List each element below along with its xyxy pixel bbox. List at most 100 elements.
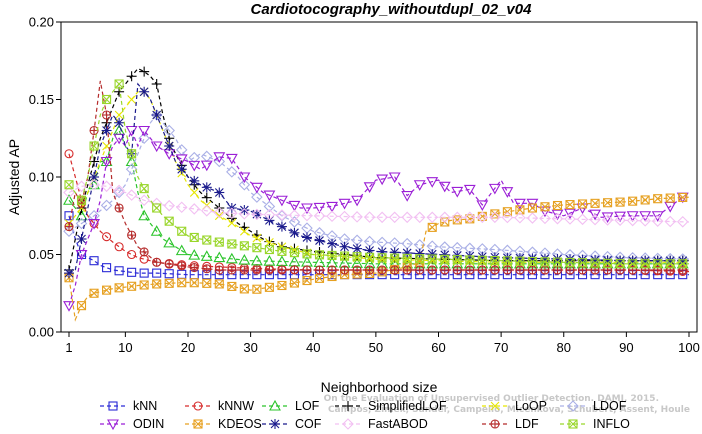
data-point [277,265,287,275]
data-point [125,163,138,176]
data-point [175,201,188,214]
series-line [68,91,689,263]
data-point [188,203,201,215]
legend-marker [269,399,281,411]
data-point [100,180,113,193]
series-line [68,114,690,260]
data-point [313,210,326,222]
data-point [239,226,249,236]
data-point [139,86,150,97]
data-point [377,265,387,275]
data-point [64,268,74,279]
data-point [189,262,199,273]
y-tick-label: 0.05 [29,247,54,262]
legend-item-kNNW: kNNW [185,399,254,413]
data-point [289,227,300,238]
data-point [102,285,112,295]
data-point [639,211,652,222]
data-point [138,194,150,207]
data-point [114,242,124,252]
data-point [239,284,249,294]
data-point [401,211,413,224]
data-point [388,211,401,224]
data-point [263,255,276,266]
data-point [502,256,512,266]
data-point [252,243,262,253]
data-point [213,152,226,163]
data-point [488,183,501,195]
data-point [102,232,112,242]
data-point [402,253,412,263]
data-point [590,258,600,268]
data-point [163,124,175,137]
legend-label: COF [295,417,322,431]
data-point [102,94,112,105]
legend-marker [270,419,280,429]
data-point [151,110,162,120]
x-axis-label: Neighborhood size [321,379,438,395]
data-point [114,283,124,293]
data-point [189,232,199,242]
data-point [227,281,237,291]
data-point [127,230,137,240]
data-point [177,226,187,236]
data-point [338,198,351,210]
legend-marker [567,400,579,412]
legend-item-SimplifiedLOF: SimplifiedLOF [335,399,447,413]
data-point [113,184,125,197]
data-point [88,218,100,230]
data-point [76,195,87,205]
data-point [126,71,137,82]
data-point [252,284,262,294]
data-point [438,181,451,193]
data-point [200,250,213,261]
legend-label: SimplifiedLOF [368,399,447,413]
series-line [68,129,689,265]
data-point [152,279,162,289]
data-point [388,172,401,184]
data-point [352,252,362,262]
data-point [138,132,150,145]
series-line [68,128,690,306]
data-point [164,141,175,151]
data-point [577,258,588,268]
data-point [527,265,537,275]
legend-marker [108,401,118,411]
legend-marker [107,419,119,431]
data-point [127,95,137,104]
data-point [402,265,412,275]
data-point [175,154,188,166]
data-point [340,270,350,280]
data-point [540,257,550,267]
data-point [564,213,576,225]
data-point [150,225,163,236]
legend-item-KDEOS: KDEOS [185,417,262,431]
data-point [490,265,500,275]
data-point [213,155,226,168]
x-tick-label: 70 [494,340,508,355]
data-point [664,215,676,228]
data-point [239,241,249,251]
legend-label: LoOP [515,399,547,413]
legend-marker [193,419,203,429]
watermark-line-1: Campos, Zimek, Sander, Campello, Micenko… [328,405,690,415]
data-point [352,243,363,254]
data-point [202,278,212,288]
data-point [76,301,87,311]
data-point [628,196,638,206]
data-point [413,180,426,191]
data-point [214,279,224,289]
data-point [452,265,462,275]
data-point [288,216,301,228]
data-point [665,259,675,269]
data-point [314,273,325,283]
legend-label: ODIN [133,417,164,431]
data-point [139,66,150,77]
x-tick-label: 100 [678,340,700,355]
x-tick-label: 60 [431,340,445,355]
data-point [340,265,350,275]
series-FastABOD [63,178,690,228]
data-point [589,213,601,226]
data-point [302,265,312,275]
data-point [464,211,476,224]
